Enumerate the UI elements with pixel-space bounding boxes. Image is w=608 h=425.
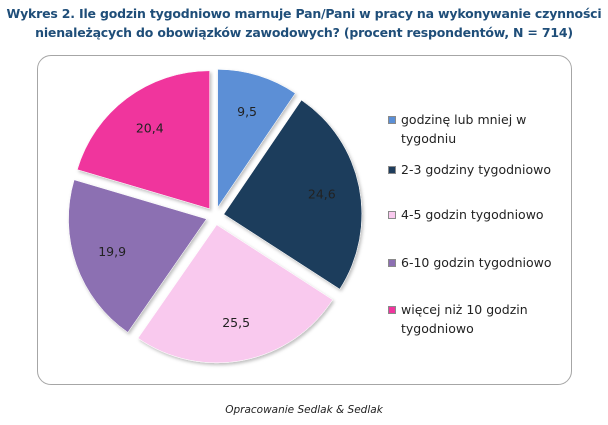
chart-title: Wykres 2. Ile godzin tygodniowo marnuje …: [0, 4, 608, 42]
legend-swatch-2: [388, 166, 396, 174]
legend-swatch-5: [388, 306, 396, 314]
legend-label-1-line-2: tygodniu: [401, 131, 457, 146]
pie-label-5: 20,4: [136, 121, 164, 136]
legend-item-4: 6-10 godzin tygodniowo: [388, 253, 568, 272]
legend-item-3: 4-5 godzin tygodniowo: [388, 205, 568, 224]
legend-label-5-line-1: więcej niż 10 godzin: [401, 302, 528, 317]
pie-slice-3: [137, 224, 333, 364]
pie-data-labels: 9,5 24,6 25,5 19,9 20,4: [98, 104, 336, 330]
chart-title-line-1: Wykres 2. Ile godzin tygodniowo marnuje …: [6, 6, 602, 21]
pie-label-3: 25,5: [222, 315, 250, 330]
chart-title-line-2: nienależących do obowiązków zawodowych? …: [35, 25, 573, 40]
pie-label-4: 19,9: [98, 244, 126, 259]
legend-item-5: więcej niż 10 godzin tygodniowo: [388, 300, 568, 338]
legend-item-1: godzinę lub mniej w tygodniu: [388, 110, 568, 148]
legend-item-2: 2-3 godziny tygodniowo: [388, 160, 568, 179]
legend-swatch-3: [388, 211, 396, 219]
legend-label-1-line-1: godzinę lub mniej w: [401, 112, 527, 127]
legend-swatch-4: [388, 259, 396, 267]
pie-slice-5: [76, 70, 210, 210]
legend-label-4: 6-10 godzin tygodniowo: [401, 255, 552, 270]
pie-label-2: 24,6: [308, 186, 336, 201]
pie-label-1: 9,5: [237, 104, 257, 119]
legend-label-2: 2-3 godziny tygodniowo: [401, 162, 551, 177]
pie-slice-4: [68, 179, 207, 333]
pie-slice-2: [223, 99, 363, 290]
legend-swatch-1: [388, 116, 396, 124]
legend-label-3: 4-5 godzin tygodniowo: [401, 207, 544, 222]
source-caption: Opracowanie Sedlak & Sedlak: [225, 404, 383, 416]
pie-slice-1: [217, 69, 296, 209]
legend-label-5-line-2: tygodniowo: [401, 321, 474, 336]
pie-slices: [68, 69, 363, 364]
